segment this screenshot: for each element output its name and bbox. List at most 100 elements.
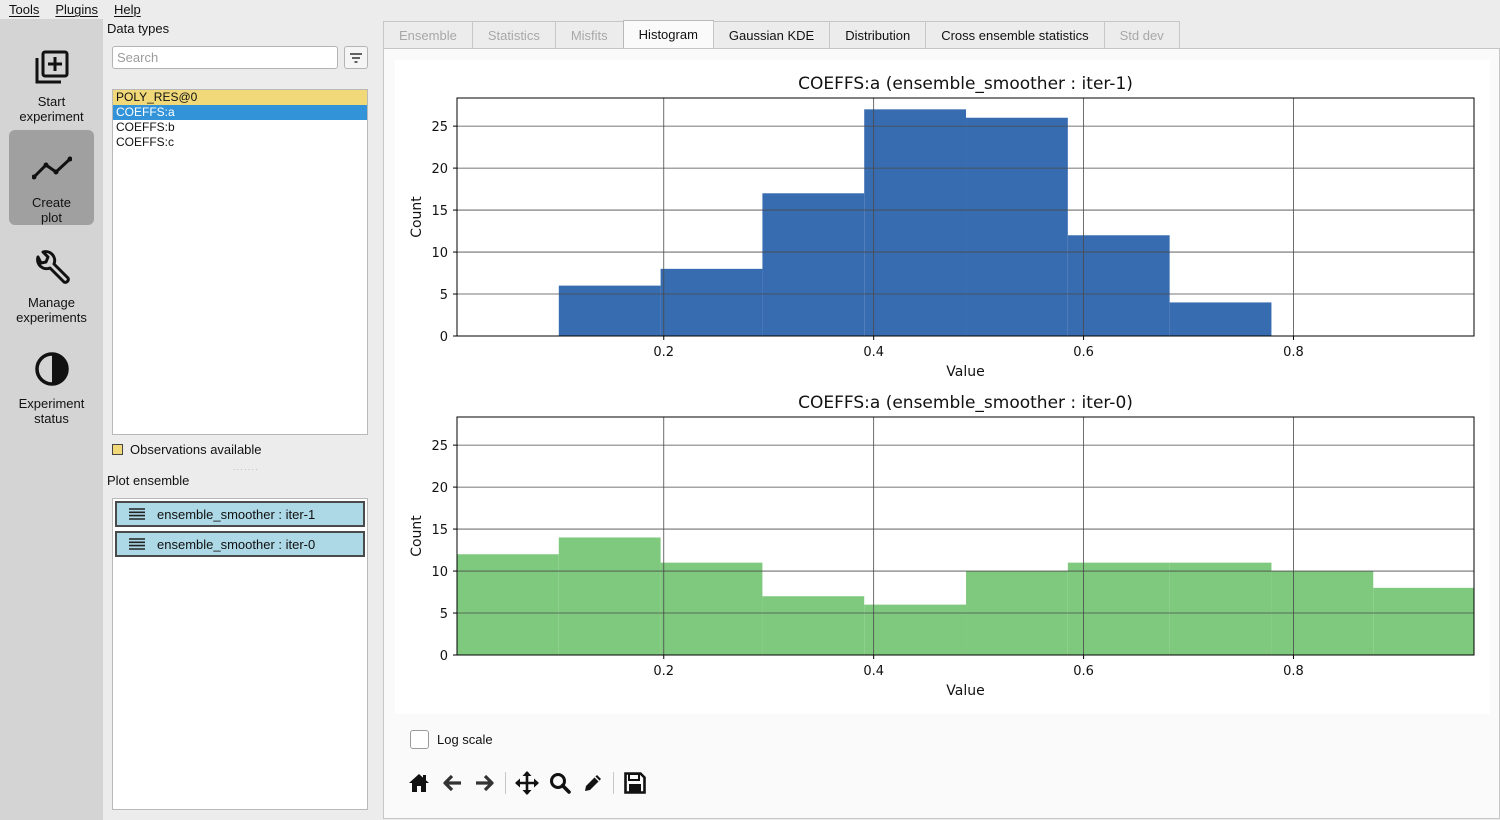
menu-bar: Tools Plugins Help: [0, 0, 1500, 19]
data-types-title: Data types: [107, 21, 170, 36]
forward-icon[interactable]: [468, 768, 501, 798]
plot-ensemble-title: Plot ensemble: [107, 473, 190, 488]
chart-canvas[interactable]: 0.2 0.4 0.6 0.8 0 5 10 15 20 25 COEFFS:a (ensemble…: [395, 60, 1490, 714]
data-panel: Data types POLY_RES@0 COEFFS:a COEFFS:b …: [103, 19, 380, 820]
list-item[interactable]: COEFFS:a: [113, 105, 367, 120]
side-rail: Start experiment Create plot Manage experim…: [0, 19, 103, 820]
wrench-icon: [32, 248, 72, 287]
x-tick-label: 0.2: [653, 345, 674, 360]
list-item[interactable]: COEFFS:c: [116, 135, 175, 149]
menu-plugins[interactable]: Plugins: [55, 2, 98, 17]
ensemble-item[interactable]: ensemble_smoother : iter-1: [115, 501, 365, 527]
tab-distribution[interactable]: Distribution: [829, 21, 927, 48]
rail-label: Manage experiments: [16, 295, 87, 325]
y-tick-label: 15: [431, 523, 448, 538]
data-types-list[interactable]: POLY_RES@0 COEFFS:a COEFFS:b COEFFS:c: [112, 89, 368, 435]
x-tick-label: 0.8: [1283, 345, 1304, 360]
ensemble-label: ensemble_smoother : iter-0: [157, 536, 316, 552]
histogram-bar: [864, 604, 967, 655]
histogram-bar: [762, 193, 865, 336]
chart-title: COEFFS:a (ensemble_smoother : iter-1): [798, 74, 1133, 94]
ensemble-item[interactable]: ensemble_smoother : iter-0: [115, 531, 365, 557]
edit-icon[interactable]: [576, 768, 609, 798]
manage-experiments-button[interactable]: Manage experiments: [9, 230, 94, 325]
tab-statistics[interactable]: Statistics: [471, 21, 556, 48]
plot-content: 0.2 0.4 0.6 0.8 0 5 10 15 20 25 COEFFS:a (ensemble…: [383, 48, 1500, 819]
menu-help[interactable]: Help: [114, 2, 141, 17]
tab-misfits[interactable]: Misfits: [554, 21, 624, 48]
filter-button[interactable]: [344, 46, 368, 69]
tab-ensemble[interactable]: Ensemble: [383, 21, 473, 48]
chart-title: COEFFS:a (ensemble_smoother : iter-0): [798, 393, 1133, 413]
log-scale-option[interactable]: Log scale: [410, 730, 493, 749]
histogram-figure[interactable]: 0.2 0.4 0.6 0.8 0 5 10 15 20 25 COEFFS:a (ensemble…: [395, 60, 1490, 714]
zoom-icon[interactable]: [543, 768, 576, 798]
histogram-bar: [660, 268, 763, 336]
histogram-bar: [660, 562, 763, 655]
plot-ensemble-list: ensemble_smoother : iter-1 ensemble_smoo…: [112, 498, 368, 810]
y-tick-label: 10: [431, 565, 448, 580]
x-tick-label: 0.6: [1073, 664, 1094, 679]
y-tick-label: 5: [440, 607, 448, 622]
add-box-icon: [32, 47, 72, 86]
splitter-handle[interactable]: ·······: [233, 465, 259, 474]
y-tick-label: 20: [431, 481, 448, 496]
histogram-bar: [1067, 562, 1170, 655]
y-tick-label: 25: [431, 120, 448, 135]
plot-toolbar: [402, 768, 651, 798]
y-tick-label: 20: [431, 162, 448, 177]
histogram-bar: [558, 285, 661, 336]
x-axis-label: Value: [946, 364, 984, 380]
toolbar-separator: [505, 772, 506, 794]
x-axis-label: Value: [946, 683, 984, 699]
y-tick-label: 5: [440, 288, 448, 303]
back-icon[interactable]: [435, 768, 468, 798]
histogram-bar: [966, 117, 1068, 336]
x-tick-label: 0.2: [653, 664, 674, 679]
line-chart-icon: [31, 148, 72, 187]
toolbar-separator: [613, 772, 614, 794]
tab-histogram[interactable]: Histogram: [622, 20, 714, 48]
drag-handle-icon[interactable]: [117, 538, 157, 550]
pan-icon[interactable]: [510, 768, 543, 798]
start-experiment-button[interactable]: Start experiment: [9, 29, 94, 124]
rail-label: Start experiment: [19, 94, 84, 124]
observations-label: Observations available: [130, 442, 262, 457]
list-item[interactable]: POLY_RES@0: [113, 90, 367, 105]
tab-cross-ensemble-statistics[interactable]: Cross ensemble statistics: [925, 21, 1105, 48]
x-tick-label: 0.6: [1073, 345, 1094, 360]
log-scale-label: Log scale: [437, 732, 493, 747]
y-tick-label: 25: [431, 439, 448, 454]
y-tick-label: 0: [440, 649, 448, 664]
x-tick-label: 0.4: [863, 345, 884, 360]
x-tick-label: 0.8: [1283, 664, 1304, 679]
histogram-bar: [1373, 587, 1474, 655]
histogram-bar: [864, 109, 967, 336]
axes-frame: [456, 416, 1475, 656]
observations-swatch: [112, 444, 123, 455]
observations-legend: Observations available: [112, 442, 262, 457]
histogram-bar: [457, 554, 559, 655]
x-tick-label: 0.4: [863, 664, 884, 679]
list-item[interactable]: COEFFS:b: [116, 120, 175, 134]
y-tick-label: 10: [431, 246, 448, 261]
drag-handle-icon[interactable]: [117, 508, 157, 520]
save-icon[interactable]: [618, 768, 651, 798]
search-input[interactable]: [112, 46, 338, 69]
tab-std-dev[interactable]: Std dev: [1103, 21, 1180, 48]
histogram-bar: [1169, 302, 1272, 336]
histogram-bar: [1067, 235, 1170, 336]
y-axis-label: Count: [409, 196, 425, 238]
y-tick-label: 0: [440, 330, 448, 345]
log-scale-checkbox[interactable]: [410, 730, 429, 749]
experiment-status-button[interactable]: Experiment status: [9, 331, 94, 426]
y-tick-label: 15: [431, 204, 448, 219]
tab-gaussian-kde[interactable]: Gaussian KDE: [712, 21, 831, 48]
home-icon[interactable]: [402, 768, 435, 798]
axes-frame: [456, 97, 1475, 337]
histogram-bar: [1169, 562, 1272, 655]
create-plot-button[interactable]: Create plot: [9, 130, 94, 225]
menu-tools[interactable]: Tools: [9, 2, 40, 17]
rail-label: Create plot: [31, 195, 72, 225]
y-axis-label: Count: [409, 515, 425, 557]
